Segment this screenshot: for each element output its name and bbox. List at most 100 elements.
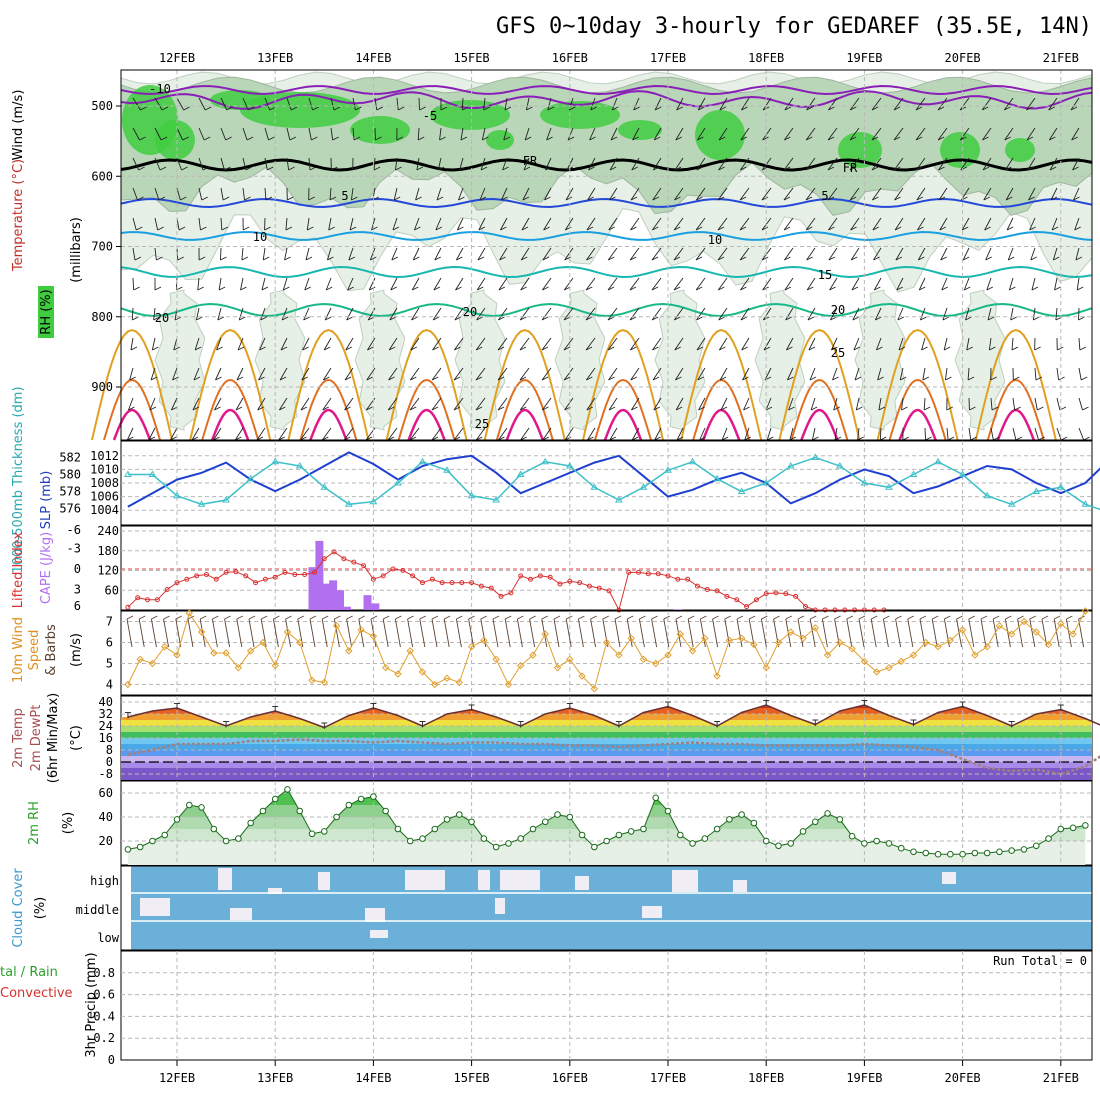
- wind-barb: [409, 397, 420, 411]
- wind-barb: [286, 127, 291, 141]
- wind-barb-flag: [200, 226, 207, 231]
- wind-barb: [783, 187, 794, 201]
- wind-barb: [520, 277, 530, 291]
- thickness-point: [492, 496, 501, 503]
- wind-barb: [224, 618, 231, 648]
- wind-barb-flag: [632, 136, 639, 141]
- wind-barb-flag: [940, 256, 947, 261]
- isotherm-35-arch: [407, 408, 446, 441]
- wind-barb-flag: [1049, 136, 1056, 141]
- wind-barb-flag: [323, 346, 331, 351]
- wind-barb-flag: [850, 256, 858, 261]
- wind-barb: [652, 337, 662, 351]
- cape-bar: [329, 580, 338, 610]
- wind-barb-flag: [901, 406, 908, 411]
- wind-barb-flag: [875, 316, 882, 321]
- wind-barb-flag: [852, 316, 860, 321]
- wind-barb: [871, 157, 882, 171]
- wind-barb-flag: [1079, 346, 1087, 351]
- wind-barb: [852, 307, 860, 321]
- wind-barb: [695, 247, 706, 261]
- isotherm-5: [120, 197, 1093, 209]
- wind-speed-point: [443, 674, 451, 682]
- wind-barb: [717, 187, 728, 201]
- wind-barb-flag: [479, 196, 487, 201]
- wind-speed-point: [971, 651, 979, 659]
- slp-tick-label: 1010: [90, 462, 119, 476]
- wind-barb: [153, 307, 156, 321]
- wind-barb: [871, 127, 882, 141]
- isotherm-25-arch: [483, 328, 566, 441]
- wind-barb: [984, 217, 992, 231]
- wind-barb: [699, 618, 706, 648]
- wind-barb: [150, 618, 157, 648]
- wind-barb-flag: [676, 106, 683, 111]
- date-label-bottom: 19FEB: [846, 1071, 882, 1085]
- wind-barb-flag: [651, 286, 659, 291]
- wind-barb: [278, 397, 288, 411]
- wind-barb: [258, 367, 266, 381]
- rh2m-point: [762, 837, 770, 845]
- wind-barb-flag: [611, 106, 619, 111]
- wind-barb-flag: [500, 226, 507, 231]
- date-label-bottom: 14FEB: [355, 1071, 391, 1085]
- thickness-series-line: [127, 456, 1100, 511]
- wind-barb-flag: [1005, 196, 1013, 201]
- rh2m-point: [468, 818, 475, 826]
- wind-speed-point: [381, 663, 390, 672]
- wind-barb-flag: [717, 256, 725, 261]
- wind-barb-flag: [290, 106, 298, 111]
- wind-barb-flag: [805, 196, 813, 201]
- wind-speed-point: [787, 628, 795, 636]
- wind-barb-flag: [355, 106, 362, 111]
- cloud-gap: [230, 908, 252, 920]
- wind-barb-flag: [850, 106, 857, 111]
- wind-barb-flag: [541, 346, 549, 351]
- wind-barb: [329, 187, 332, 201]
- wind-barb: [809, 618, 816, 648]
- cloud-gap: [500, 870, 540, 890]
- isotherm-10: [120, 230, 1093, 242]
- cape-tick-label: 120: [97, 564, 119, 578]
- wind-barb: [773, 618, 780, 648]
- wind-barb: [739, 247, 750, 261]
- wind-barb: [858, 618, 865, 648]
- wind-barb: [585, 337, 596, 351]
- li-point: [793, 593, 799, 599]
- wind-barb-flag: [503, 136, 510, 141]
- wind-barb-flag: [700, 615, 707, 620]
- wind-barb-flag: [322, 406, 329, 411]
- wind-barb: [411, 307, 420, 321]
- wind-barb-flag: [923, 406, 931, 411]
- wind-barb-flag: [218, 286, 226, 291]
- wind-barb-flag: [172, 376, 179, 381]
- wind-barb: [1050, 187, 1058, 201]
- cape-bar: [342, 606, 351, 610]
- wind-barb-flag: [652, 376, 660, 381]
- wind-barb-flag: [353, 136, 361, 141]
- li-point: [518, 573, 524, 579]
- wind-barb: [154, 157, 161, 171]
- wind-speed-point: [983, 642, 991, 651]
- wind-barb-flag: [443, 615, 451, 620]
- isotherm-FR: [120, 158, 1093, 172]
- date-label-bottom: 21FEB: [1043, 1071, 1079, 1085]
- wind-barb-flag: [878, 406, 886, 411]
- wind-barb: [879, 427, 882, 441]
- wind-barb-flag: [1081, 376, 1088, 381]
- isotherm-30-arch: [594, 378, 652, 441]
- wind-barb: [938, 157, 948, 171]
- isotherm-label: FR: [523, 154, 538, 168]
- temp-tick-label: 40: [99, 695, 113, 709]
- isotherm-label: 15: [818, 268, 832, 282]
- wind-barb: [916, 187, 926, 201]
- rh2m-point: [775, 842, 782, 850]
- wind-barb: [504, 97, 508, 111]
- wind-barb-flag: [246, 136, 254, 141]
- wind-barb: [413, 217, 420, 231]
- wind-barb: [651, 217, 662, 231]
- wind-barb-flag: [224, 166, 231, 171]
- wind-barb-flag: [687, 615, 695, 620]
- wind-barb: [630, 187, 640, 201]
- wind-barb-flag: [519, 376, 527, 381]
